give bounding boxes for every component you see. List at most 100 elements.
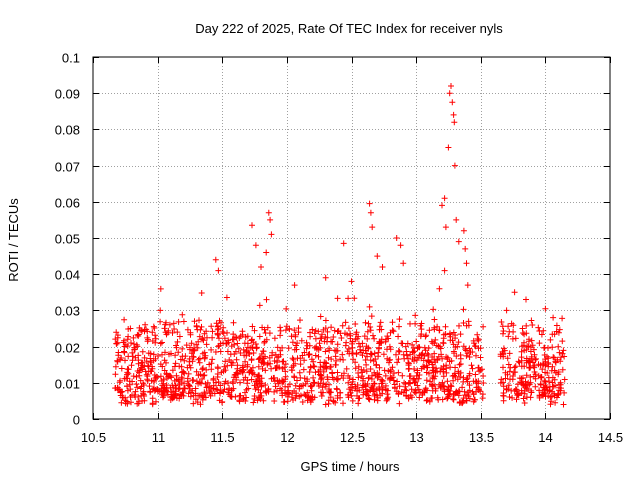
data-point [430,306,437,313]
data-point [318,393,325,399]
data-point [460,378,467,385]
data-point [208,346,215,353]
data-point [542,379,549,385]
data-point [130,373,137,380]
data-point [457,352,464,358]
data-point [365,374,372,381]
data-point [329,374,336,381]
data-point [470,391,477,397]
data-point [309,396,316,403]
data-point [272,383,279,390]
data-point [122,397,129,404]
data-point [334,369,341,376]
data-point [327,394,334,401]
data-point [364,335,371,342]
data-point [122,357,128,364]
data-point [338,335,345,341]
data-point [538,331,545,338]
data-point [208,366,215,373]
data-point [239,328,246,335]
data-point [315,328,322,335]
data-point [462,245,469,252]
data-point [325,400,332,407]
data-point [412,320,419,327]
data-point [400,389,407,396]
data-point [251,327,258,334]
data-point [203,366,210,373]
data-point [462,346,469,353]
data-point [396,323,402,330]
data-point [198,290,205,296]
data-point [121,349,128,356]
data-point [341,370,347,377]
data-point [355,370,362,376]
data-point [557,358,564,365]
data-point [183,342,190,349]
data-point [162,387,169,394]
data-point [121,337,127,344]
data-point [397,242,404,249]
data-point [224,348,231,355]
data-point [412,312,419,319]
data-point [508,320,515,327]
data-point [268,231,275,238]
data-point [469,349,476,355]
data-point [173,344,180,351]
y-tick-label: 0.04 [55,268,80,283]
data-point [518,379,525,385]
data-point [455,238,462,245]
data-point [282,327,289,334]
data-point [144,338,151,345]
data-point [237,333,244,340]
data-point [150,351,157,358]
data-point [186,382,192,389]
data-point [367,386,374,393]
data-point [371,350,378,357]
data-point [369,372,375,379]
x-tick-label: 14.5 [598,430,623,445]
data-point [365,392,372,399]
data-point [409,394,415,401]
data-point [317,313,324,320]
data-point [144,362,151,369]
data-point [218,369,225,376]
data-point [425,345,432,352]
data-point [163,319,169,326]
data-point [315,380,322,387]
data-point [411,389,418,395]
data-point [249,323,256,330]
data-point [503,307,510,314]
data-point [415,344,422,351]
data-point [145,350,152,357]
data-point [196,355,203,362]
data-points [112,83,568,408]
data-point [349,338,356,345]
data-point [376,364,383,371]
data-point [147,368,154,375]
data-point [440,366,447,373]
data-point [151,325,158,331]
data-point [436,285,443,292]
data-point [415,386,422,393]
data-point [529,322,536,328]
data-point [505,382,512,389]
data-point [541,391,548,397]
data-point [200,372,207,379]
data-point [296,385,303,392]
data-point [367,209,374,216]
data-point [449,99,456,106]
data-point [390,328,397,335]
data-point [346,375,353,382]
data-point [450,111,457,118]
data-point [479,366,485,373]
data-point [193,341,200,348]
data-point [139,328,145,334]
data-point [227,393,234,400]
data-point [290,397,296,403]
data-point [301,357,308,364]
data-point [217,390,224,397]
data-point [204,379,211,386]
data-point [202,352,209,359]
x-tick-labels: 10.5 11 11.5 12 12.5 13 13.5 14 14.5 [81,430,623,445]
data-point [255,386,262,393]
